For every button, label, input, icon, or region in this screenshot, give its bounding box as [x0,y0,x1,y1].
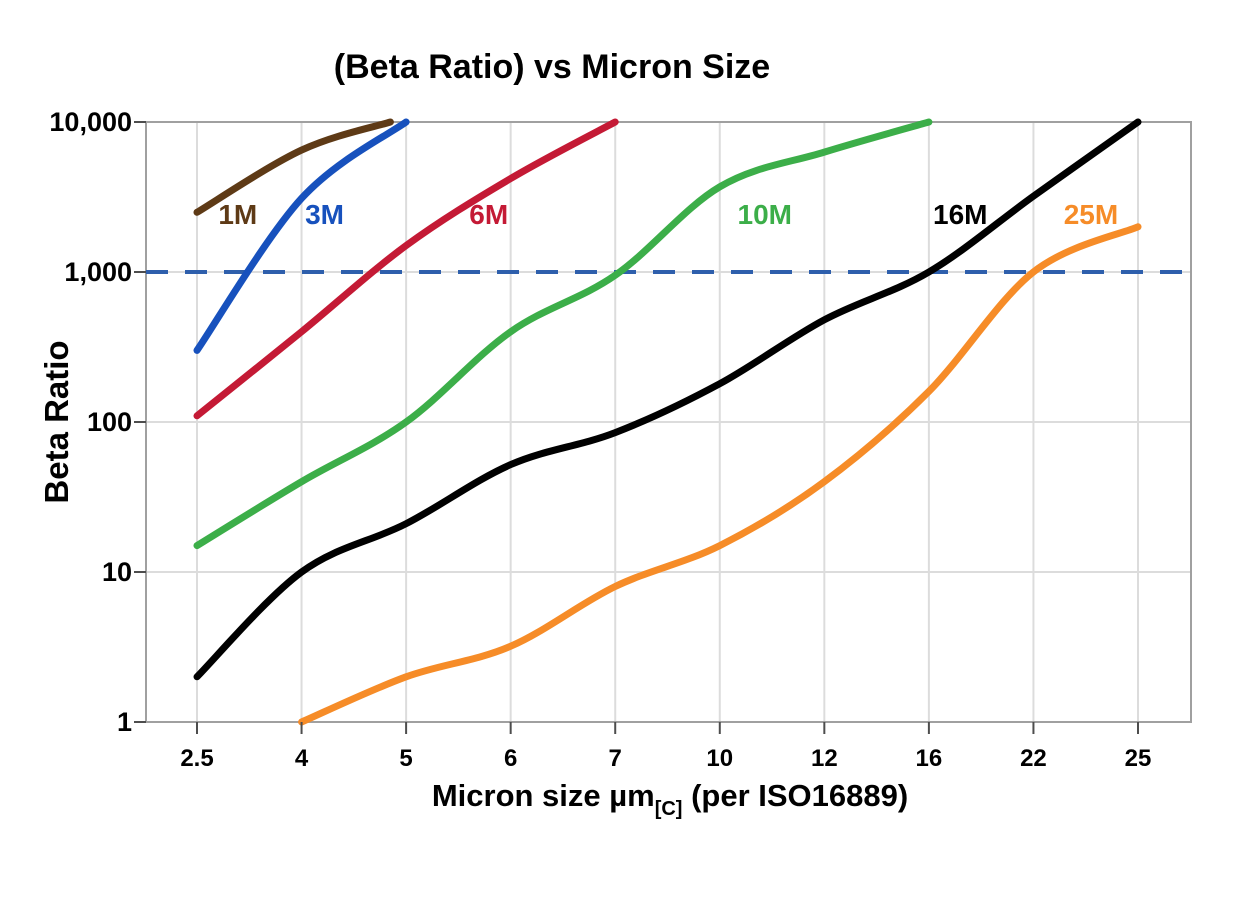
series-curve-6M [193,118,619,420]
series-curve-25M [298,223,1142,726]
x-axis-label-suffix: (per ISO16889) [682,778,909,813]
x-tick-label-25: 25 [1125,745,1152,772]
series-label-1M: 1M [218,199,257,230]
series-label-3M: 3M [305,199,344,230]
x-tick-label-5: 5 [399,745,412,772]
series-curve-16M [193,118,1142,681]
series-label-6M: 6M [469,199,508,230]
x-tick-label-12: 12 [811,745,838,772]
series-label-16M: 16M [933,199,987,230]
x-tick-label-6: 6 [504,745,517,772]
x-tick-label-10: 10 [706,745,733,772]
y-tick-label-10: 10 [102,557,132,587]
x-axis-label: Micron size µm[C] (per ISO16889) [432,778,908,821]
x-tick-label-7: 7 [609,745,622,772]
y-tick-label-10,000: 10,000 [49,107,132,137]
series-curve-1M [193,118,394,216]
y-tick-label-1,000: 1,000 [64,257,132,287]
series-label-10M: 10M [738,199,792,230]
series-curve-3M [193,118,410,354]
x-axis-label-subscript: [C] [654,798,683,820]
x-axis-label-main: Micron size µm [431,778,655,813]
x-tick-label-16: 16 [916,745,943,772]
series-curve-10M [193,118,933,550]
x-tick-label-4: 4 [295,745,309,772]
x-tick-label-2.5: 2.5 [180,745,213,772]
y-tick-label-1: 1 [117,707,132,737]
x-tick-label-22: 22 [1020,745,1047,772]
y-tick-label-100: 100 [87,407,132,437]
chart-title: (Beta Ratio) vs Micron Size [333,48,771,86]
series-label-25M: 25M [1064,199,1118,230]
